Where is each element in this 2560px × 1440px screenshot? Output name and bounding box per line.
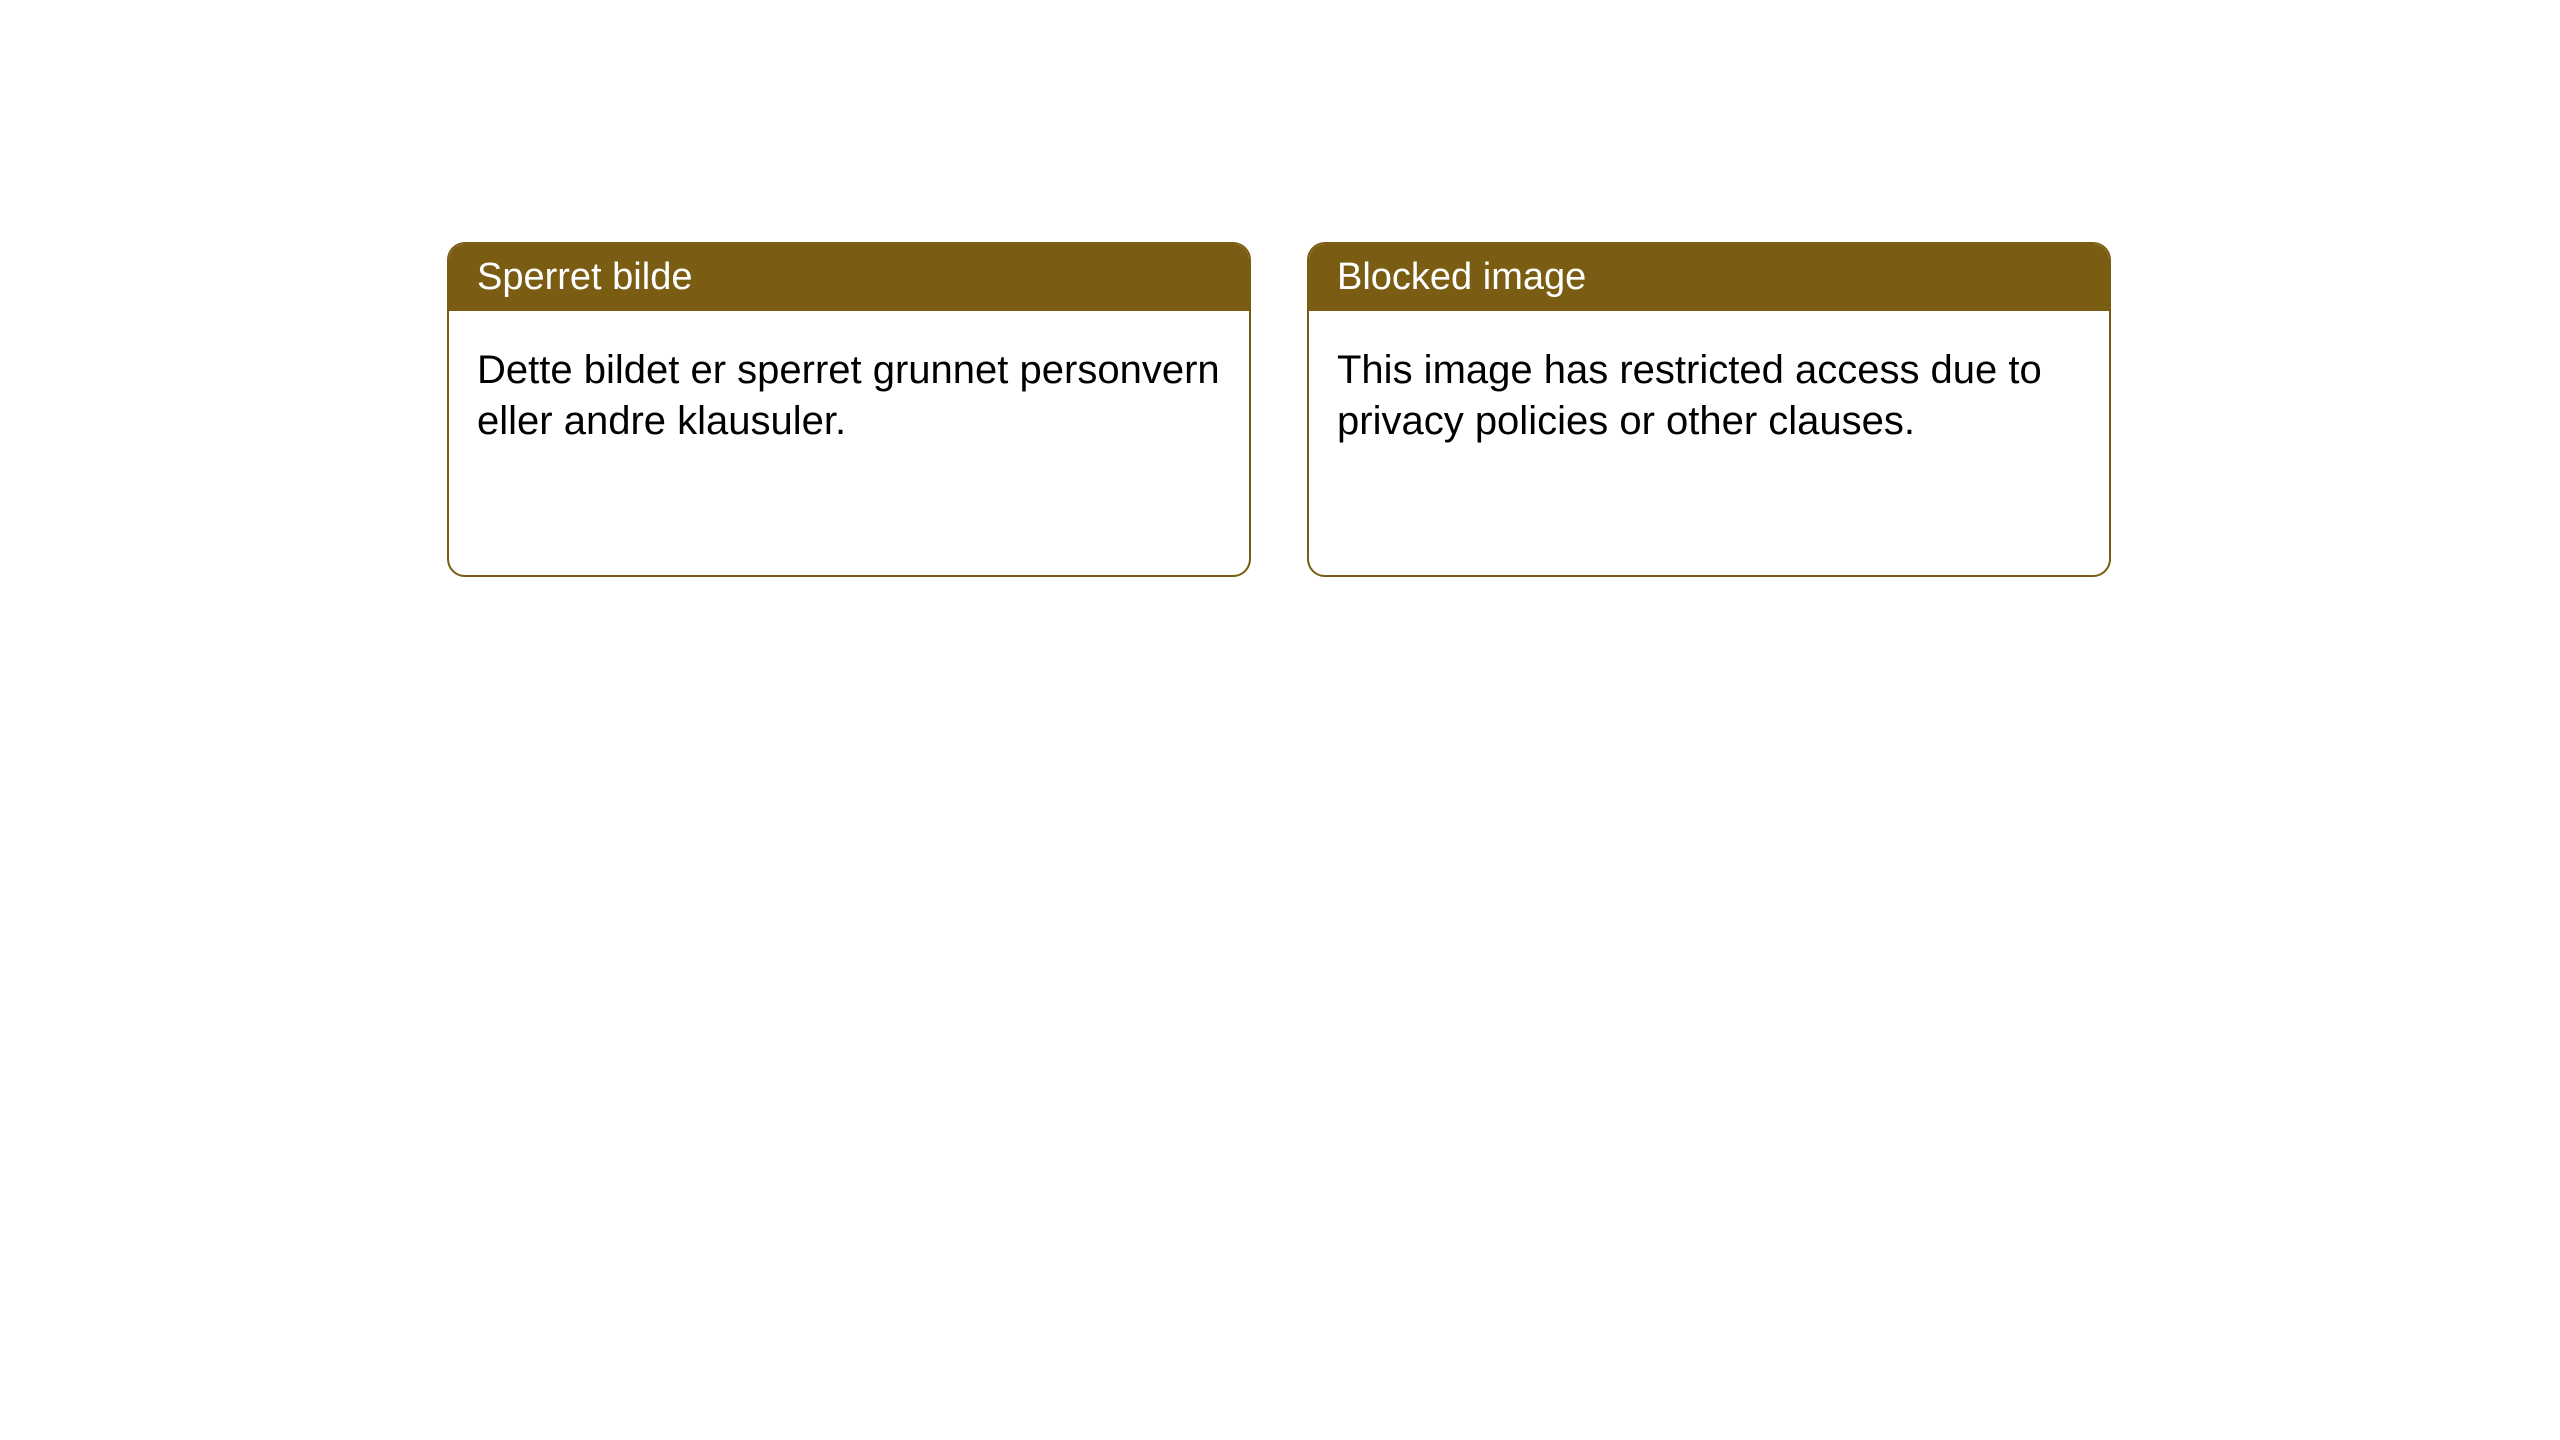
notice-card-english: Blocked image This image has restricted …	[1307, 242, 2111, 577]
notice-container: Sperret bilde Dette bildet er sperret gr…	[0, 0, 2560, 577]
notice-title: Sperret bilde	[449, 244, 1249, 311]
notice-body: Dette bildet er sperret grunnet personve…	[449, 311, 1249, 481]
notice-title: Blocked image	[1309, 244, 2109, 311]
notice-card-norwegian: Sperret bilde Dette bildet er sperret gr…	[447, 242, 1251, 577]
notice-body: This image has restricted access due to …	[1309, 311, 2109, 481]
